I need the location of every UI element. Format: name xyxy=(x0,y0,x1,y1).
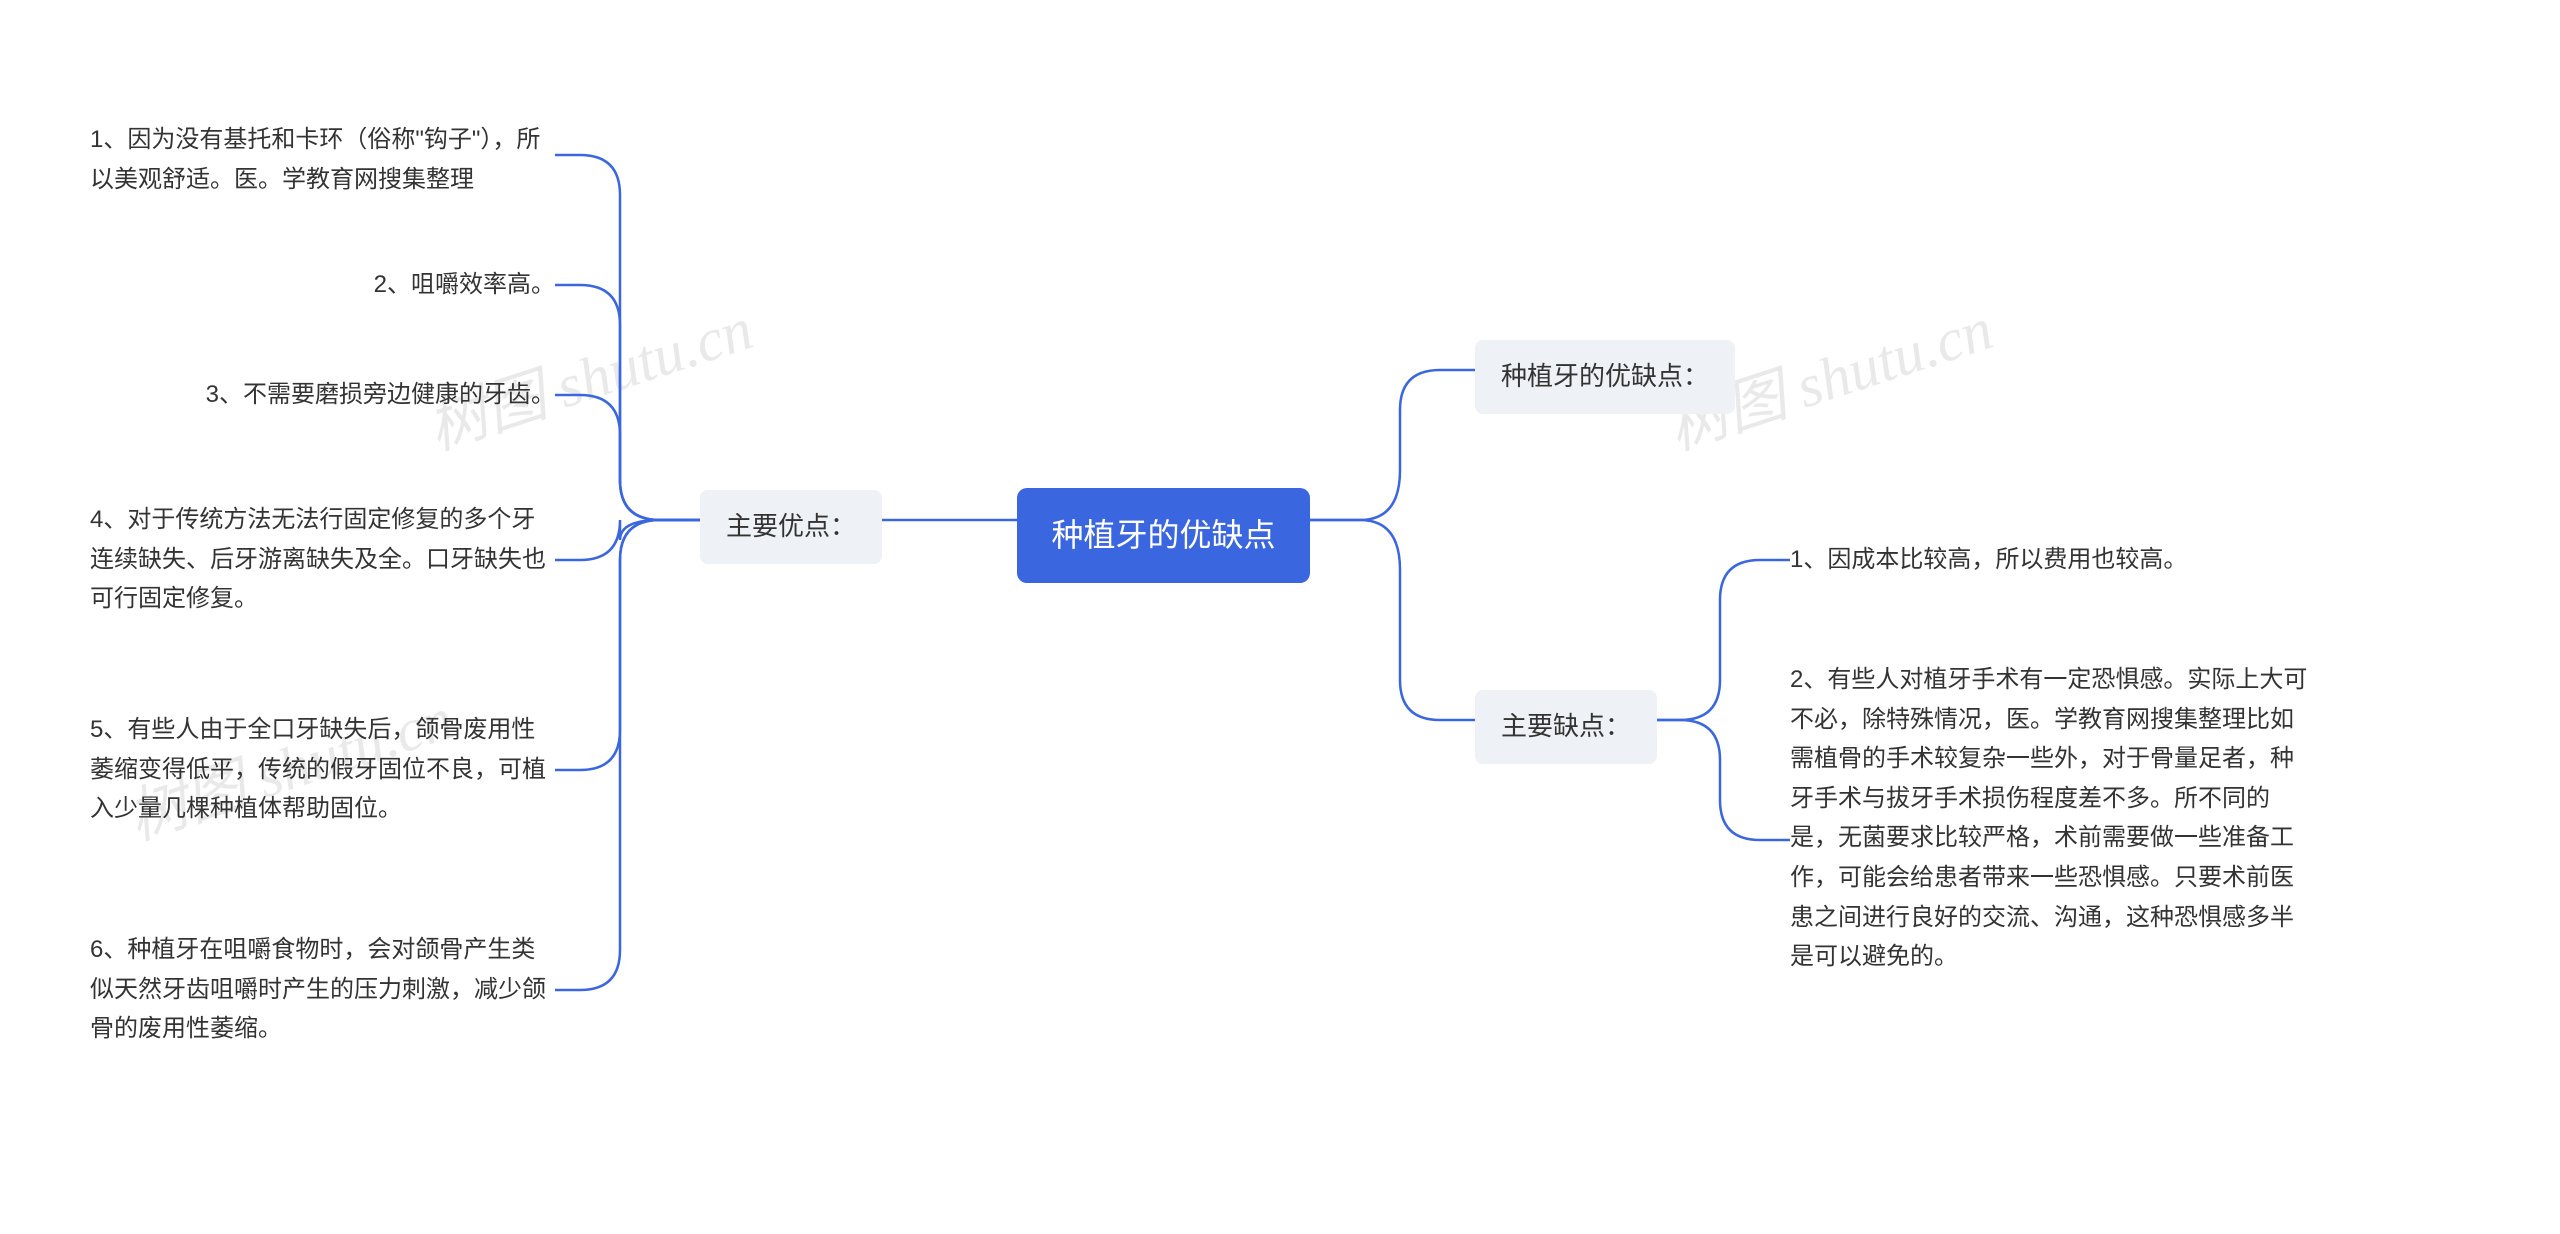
advantage-3-text: 3、不需要磨损旁边健康的牙齿。 xyxy=(206,381,555,408)
root-label: 种植牙的优缺点 xyxy=(1051,517,1275,553)
disadvantage-item-2: 2、有些人对植牙手术有一定恐惧感。实际上大可不必，除特殊情况，医。学教育网搜集整… xyxy=(1790,660,2310,977)
branch-advantages: 主要优点： xyxy=(700,490,882,564)
advantage-item-3: 3、不需要磨损旁边健康的牙齿。 xyxy=(90,375,555,415)
root-node: 种植牙的优缺点 xyxy=(1017,488,1310,583)
advantage-1-text: 1、因为没有基托和卡环（俗称"钩子"），所以美观舒适。医。学教育网搜集整理 xyxy=(90,126,540,193)
advantage-item-5: 5、有些人由于全口牙缺失后，颌骨废用性萎缩变得低平，传统的假牙固位不良，可植入少… xyxy=(90,710,555,829)
advantage-4-text: 4、对于传统方法无法行固定修复的多个牙连续缺失、后牙游离缺失及全。口牙缺失也可行… xyxy=(90,506,546,612)
branch-disadvantages: 主要缺点： xyxy=(1475,690,1657,764)
advantage-6-text: 6、种植牙在咀嚼食物时，会对颌骨产生类似天然牙齿咀嚼时产生的压力刺激，减少颌骨的… xyxy=(90,936,546,1042)
disadvantage-item-1: 1、因成本比较高，所以费用也较高。 xyxy=(1790,540,2310,580)
branch-topic: 种植牙的优缺点： xyxy=(1475,340,1735,414)
watermark: 树图 shutu.cn xyxy=(415,280,762,467)
advantage-item-2: 2、咀嚼效率高。 xyxy=(90,265,555,305)
advantage-item-1: 1、因为没有基托和卡环（俗称"钩子"），所以美观舒适。医。学教育网搜集整理 xyxy=(90,120,555,199)
disadvantage-1-text: 1、因成本比较高，所以费用也较高。 xyxy=(1790,546,2187,573)
advantage-2-text: 2、咀嚼效率高。 xyxy=(374,271,555,298)
advantage-5-text: 5、有些人由于全口牙缺失后，颌骨废用性萎缩变得低平，传统的假牙固位不良，可植入少… xyxy=(90,716,546,822)
branch-topic-label: 种植牙的优缺点： xyxy=(1501,361,1709,391)
branch-advantages-label: 主要优点： xyxy=(726,511,856,541)
advantage-item-6: 6、种植牙在咀嚼食物时，会对颌骨产生类似天然牙齿咀嚼时产生的压力刺激，减少颌骨的… xyxy=(90,930,555,1049)
disadvantage-2-text: 2、有些人对植牙手术有一定恐惧感。实际上大可不必，除特殊情况，医。学教育网搜集整… xyxy=(1790,666,2307,970)
advantage-item-4: 4、对于传统方法无法行固定修复的多个牙连续缺失、后牙游离缺失及全。口牙缺失也可行… xyxy=(90,500,555,619)
branch-disadvantages-label: 主要缺点： xyxy=(1501,711,1631,741)
